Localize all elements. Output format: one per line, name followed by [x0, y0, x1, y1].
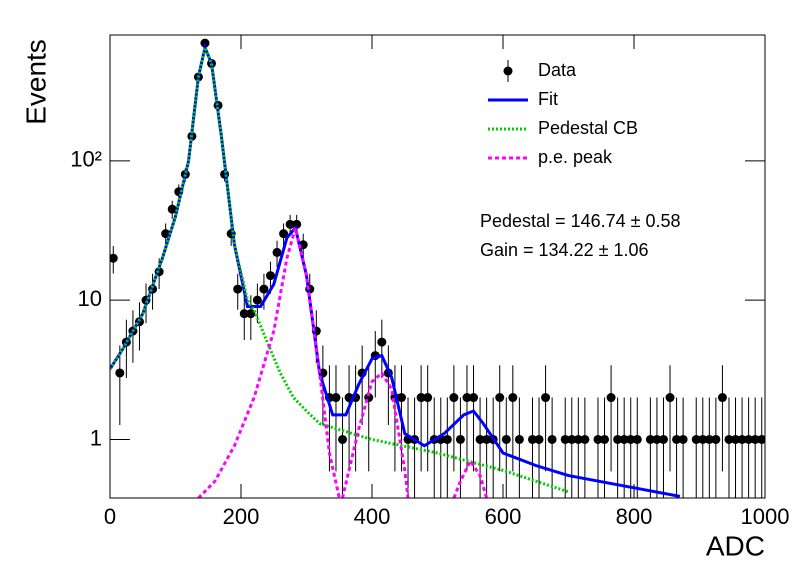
data-point	[475, 434, 485, 444]
curve	[110, 42, 569, 494]
data-point	[167, 204, 177, 214]
data-point	[704, 434, 714, 444]
data-point	[416, 393, 426, 403]
data-point	[717, 393, 727, 403]
data-point	[672, 434, 682, 444]
data-point	[573, 434, 583, 444]
data-point	[501, 434, 511, 444]
data-point	[455, 434, 465, 444]
x-tick-label: 400	[354, 504, 391, 529]
data-point	[731, 434, 741, 444]
x-tick-label: 200	[223, 504, 260, 529]
data-point	[396, 393, 406, 403]
data-point	[698, 434, 708, 444]
data-point	[246, 309, 256, 319]
x-tick-label: 600	[485, 504, 522, 529]
annotation: Pedestal = 146.74 ± 0.58	[480, 211, 681, 231]
data-point	[711, 434, 721, 444]
x-tick-label: 800	[616, 504, 653, 529]
y-tick-label: 1	[90, 425, 102, 450]
data-point	[423, 393, 433, 403]
data-point	[665, 393, 675, 403]
data-point	[547, 434, 557, 444]
frame	[109, 34, 766, 499]
data-point	[462, 393, 472, 403]
data-point	[442, 434, 452, 444]
data-point	[285, 219, 295, 229]
data-point	[331, 393, 341, 403]
data-point	[259, 284, 269, 294]
data-point	[514, 434, 524, 444]
legend-label: Pedestal CB	[538, 118, 638, 138]
data-point	[508, 393, 518, 403]
data-point	[626, 434, 636, 444]
legend-marker	[503, 66, 513, 76]
data-point	[613, 434, 623, 444]
data-point	[469, 393, 479, 403]
annotation: Gain = 134.22 ± 1.06	[480, 240, 649, 260]
data-point	[541, 393, 551, 403]
data-point	[652, 434, 662, 444]
plot-area	[110, 38, 765, 498]
data-point	[338, 434, 348, 444]
data-point	[645, 434, 655, 444]
data-point	[632, 434, 642, 444]
data-point	[115, 368, 125, 378]
data-point	[377, 337, 387, 347]
data-point	[737, 434, 747, 444]
data-point	[482, 434, 492, 444]
data-point	[449, 393, 459, 403]
data-point	[744, 434, 754, 444]
data-point	[279, 229, 289, 239]
data-point	[233, 284, 243, 294]
data-point	[691, 434, 701, 444]
x-tick-label: 1000	[741, 504, 790, 529]
legend-label: Fit	[538, 89, 558, 109]
legend-label: Data	[538, 60, 577, 80]
data-point	[567, 434, 577, 444]
data-point	[580, 434, 590, 444]
legend-label: p.e. peak	[538, 147, 613, 167]
y-tick-label: 10	[78, 286, 102, 311]
y-axis-label: Events	[20, 39, 51, 125]
data-point	[110, 253, 118, 263]
data-point	[750, 434, 760, 444]
data-point	[239, 309, 249, 319]
data-point	[527, 434, 537, 444]
curve	[452, 457, 489, 498]
data-point	[658, 434, 668, 444]
data-point	[495, 393, 505, 403]
data-point	[265, 271, 275, 281]
curve	[341, 370, 410, 498]
x-tick-label: 0	[104, 504, 116, 529]
data-point	[252, 295, 262, 305]
data-point	[606, 393, 616, 403]
y-tick-label: 10²	[70, 147, 102, 172]
data-point	[600, 434, 610, 444]
data-point	[619, 434, 629, 444]
data-point	[292, 219, 302, 229]
curve	[197, 227, 341, 498]
data-point	[560, 434, 570, 444]
data-point	[724, 434, 734, 444]
data-point	[593, 434, 603, 444]
data-point	[272, 247, 282, 257]
x-axis-label: ADC	[706, 530, 765, 561]
data-point	[200, 38, 210, 48]
data-point	[534, 434, 544, 444]
data-point	[678, 434, 688, 444]
data-point	[757, 434, 765, 444]
